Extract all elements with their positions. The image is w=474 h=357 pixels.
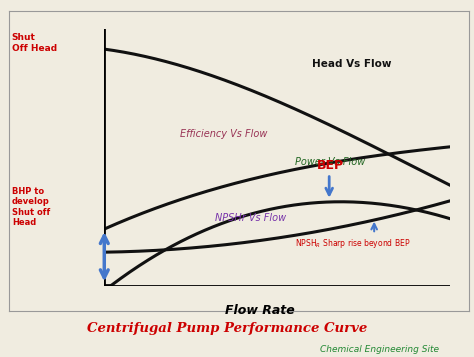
Text: NPSHr Vs Flow: NPSHr Vs Flow [215, 213, 286, 223]
Text: BHP to
develop
Shut off
Head: BHP to develop Shut off Head [12, 187, 50, 227]
Text: Head Vs Flow: Head Vs Flow [312, 59, 392, 69]
Text: Efficiency Vs Flow: Efficiency Vs Flow [181, 129, 268, 139]
Text: Flow Rate: Flow Rate [225, 304, 295, 317]
Text: Centrifugal Pump Performance Curve: Centrifugal Pump Performance Curve [87, 322, 368, 335]
Text: BEP: BEP [317, 159, 344, 172]
Text: Shut
Off Head: Shut Off Head [12, 33, 57, 52]
Text: Chemical Engineering Site: Chemical Engineering Site [319, 345, 439, 355]
Text: Power Vs Flow: Power Vs Flow [294, 157, 365, 167]
Text: NPSH$_R$ Sharp rise beyond BEP: NPSH$_R$ Sharp rise beyond BEP [294, 237, 410, 250]
